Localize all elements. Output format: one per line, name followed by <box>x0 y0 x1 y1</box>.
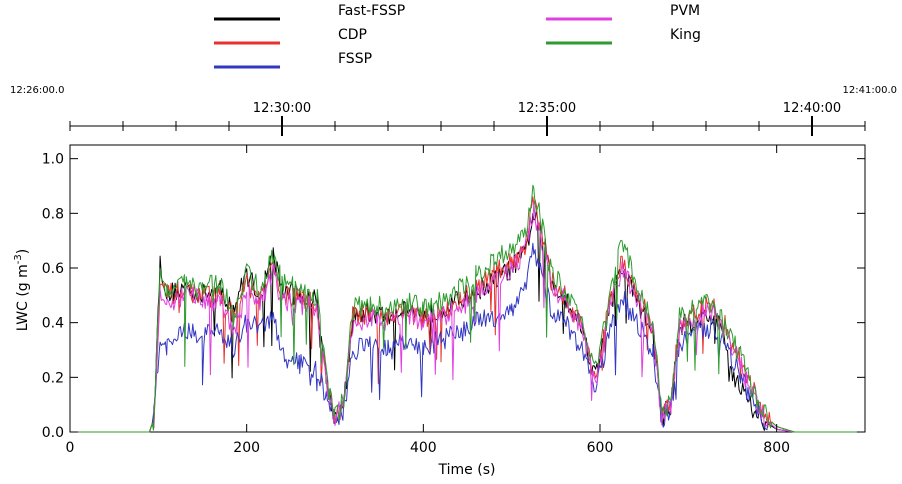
x-tick-label: 0 <box>66 440 75 456</box>
y-tick-label: 0.0 <box>42 425 64 441</box>
legend-label: CDP <box>338 27 367 43</box>
y-axis-title-close: ) <box>15 249 31 254</box>
legend-label: PVM <box>670 3 700 19</box>
top-axis-end-label: 12:41:00.0 <box>843 85 897 96</box>
plot-frame <box>69 144 866 433</box>
y-axis-title: LWC (g m-3) <box>13 249 31 331</box>
top-axis-start-label: 12:26:00.0 <box>10 85 64 96</box>
y-tick-label: 0.2 <box>42 370 64 386</box>
series-line-3 <box>70 201 866 433</box>
x-axis-title: Time (s) <box>438 462 496 478</box>
x-tick-label: 400 <box>410 440 437 456</box>
series-line-1 <box>70 196 866 433</box>
series-line-4 <box>70 184 866 433</box>
series-line-2 <box>70 242 866 433</box>
top-axis-major-label: 12:30:00 <box>253 101 311 116</box>
axes-layer: 0 200 400 600 800 0.0 0.2 0.4 0.6 0.8 1.0 <box>42 145 865 456</box>
y-axis-title-main: LWC (g m <box>15 264 31 331</box>
legend: Fast-FSSP CDP FSSP PVM King <box>214 3 701 69</box>
legend-label: King <box>670 27 701 43</box>
y-tick-label: 1.0 <box>42 152 64 168</box>
x-tick-label: 800 <box>763 440 790 456</box>
y-tick-label: 0.4 <box>42 316 64 332</box>
top-axis-major-label: 12:40:00 <box>783 101 841 116</box>
top-time-axis: 12:26:00.0 12:41:00.0 12:30:00 12:35:00 12… <box>10 85 897 136</box>
legend-label: Fast-FSSP <box>338 3 405 19</box>
legend-label: FSSP <box>338 51 372 67</box>
x-tick-label: 600 <box>587 440 614 456</box>
y-tick-label: 0.8 <box>42 206 64 222</box>
x-tick-label: 200 <box>233 440 260 456</box>
series-layer <box>70 184 866 433</box>
y-tick-label: 0.6 <box>42 261 64 277</box>
top-axis-major-label: 12:35:00 <box>518 101 576 116</box>
series-line-0 <box>70 209 866 433</box>
y-axis-title-exponent: -3 <box>13 254 24 264</box>
